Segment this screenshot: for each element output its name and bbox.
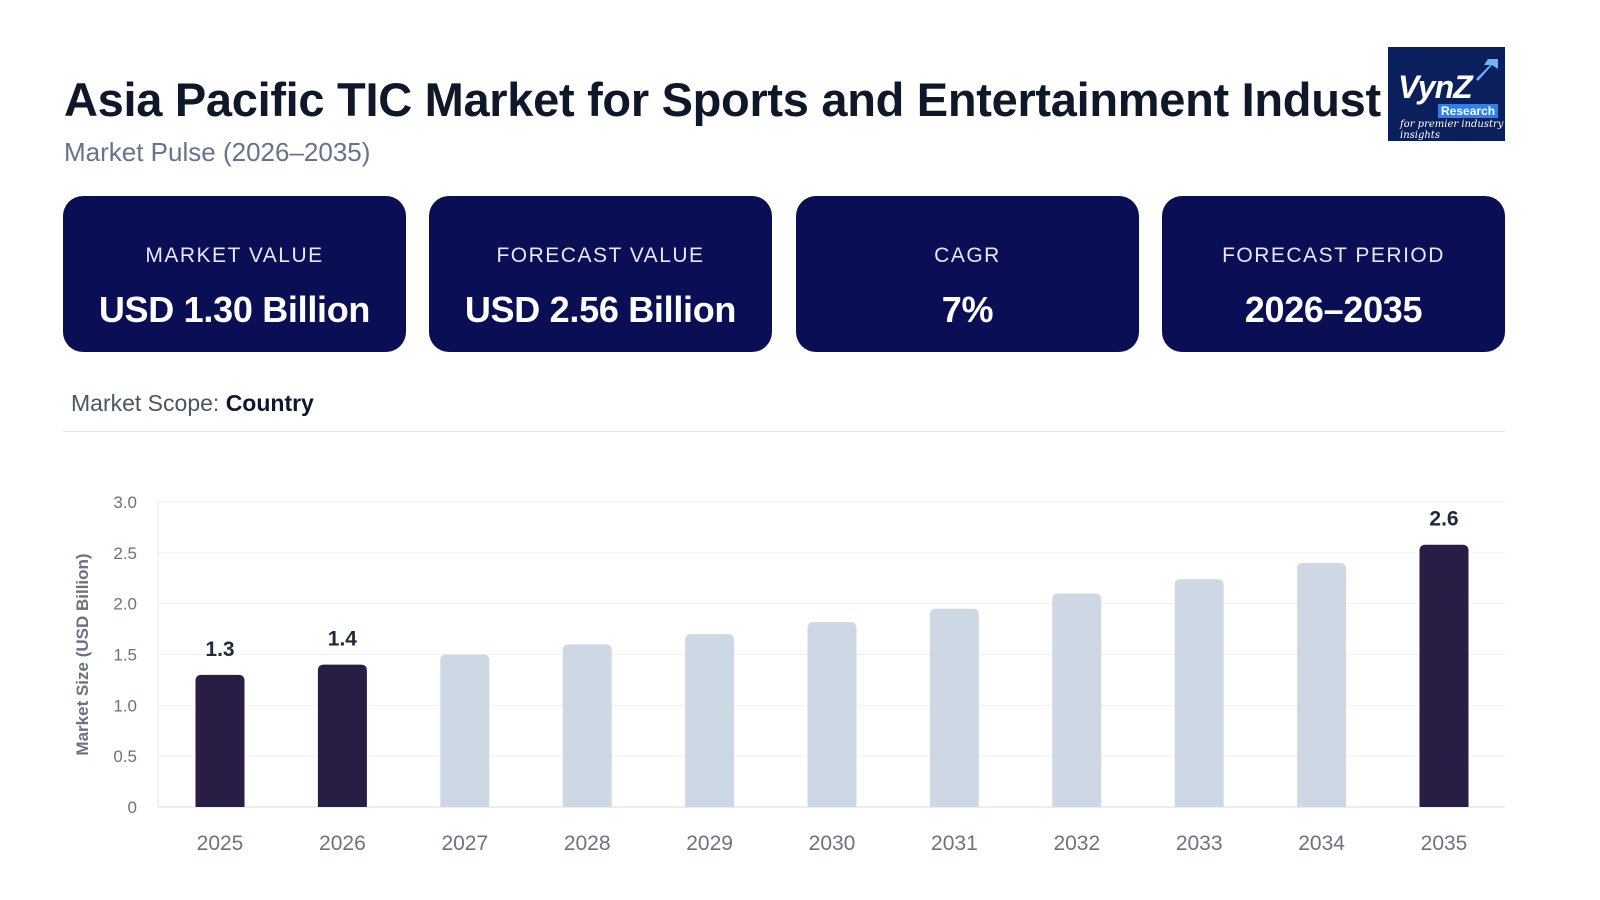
x-tick-label: 2027: [441, 832, 488, 855]
kpi-cards: MARKET VALUE USD 1.30 Billion FORECAST V…: [63, 196, 1505, 352]
market-value-card: MARKET VALUE USD 1.30 Billion: [63, 196, 406, 352]
logo-brand: VynZ: [1398, 69, 1473, 105]
card-value: USD 1.30 Billion: [98, 289, 371, 330]
cagr-card: CAGR 7%: [796, 196, 1139, 352]
logo-sub: Research: [1438, 104, 1499, 118]
x-tick-label: 2033: [1176, 832, 1223, 855]
card-value: 2026–2035: [1244, 289, 1423, 330]
x-tick-label: 2031: [931, 832, 978, 855]
bar-2031: [929, 608, 979, 807]
data-label: 1.4: [328, 628, 358, 651]
y-tick-label: 2.5: [113, 544, 137, 563]
bar-2026: [317, 664, 367, 807]
card-label: FORECAST VALUE: [496, 244, 705, 267]
card-label: CAGR: [934, 244, 1001, 267]
bar-2027: [440, 654, 490, 807]
x-tick-label: 2035: [1421, 832, 1468, 855]
market-size-bar-chart: 0 0.5 1.0 1.5 2.0 2.5 3.0 Market Size (USD Bill…: [73, 493, 1505, 855]
bar-2035: [1419, 544, 1469, 807]
scope-value: Country: [225, 390, 314, 416]
y-tick-label: 1.0: [113, 696, 137, 715]
vynz-logo: VynZ Research for premier industry insig…: [1388, 47, 1505, 141]
bar-2029: [685, 634, 735, 807]
x-tick-label: 2029: [686, 832, 733, 855]
x-tick-label: 2028: [564, 832, 611, 855]
x-tick-label: 2025: [197, 832, 244, 855]
x-tick-label: 2030: [809, 832, 856, 855]
divider: [63, 431, 1505, 432]
bar-2030: [807, 621, 857, 807]
x-tick-label: 2034: [1298, 832, 1345, 855]
bar-2025: [195, 674, 245, 807]
x-tick-label: 2032: [1053, 832, 1100, 855]
y-tick-label: 0: [128, 798, 137, 817]
y-tick-label: 1.5: [113, 646, 137, 665]
title-container: Asia Pacific TIC Market for Sports and E…: [64, 72, 1382, 128]
bar-2028: [562, 644, 612, 807]
bar-2034: [1297, 563, 1347, 807]
y-tick-label: 0.5: [113, 747, 137, 766]
page-subtitle: Market Pulse (2026–2035): [64, 137, 371, 167]
card-label: MARKET VALUE: [145, 244, 324, 267]
card-value: USD 2.56 Billion: [464, 289, 737, 330]
data-label: 2.6: [1429, 508, 1458, 531]
forecast-period-card: FORECAST PERIOD 2026–2035: [1162, 196, 1505, 352]
bar-2033: [1174, 579, 1224, 807]
forecast-value-card: FORECAST VALUE USD 2.56 Billion: [429, 196, 772, 352]
bar-2032: [1052, 593, 1102, 807]
logo-tagline: for premier industry insights: [1400, 119, 1504, 141]
card-value: 7%: [941, 289, 994, 330]
data-label: 1.3: [205, 638, 234, 661]
page-title: Asia Pacific TIC Market for Sports and E…: [64, 73, 1382, 126]
y-tick-label: 2.0: [113, 595, 137, 614]
x-tick-label: 2026: [319, 832, 366, 855]
y-tick-label: 3.0: [113, 493, 137, 512]
card-label: FORECAST PERIOD: [1222, 244, 1445, 267]
scope-label: Market Scope:: [71, 390, 220, 416]
market-scope: Market Scope: Country: [71, 390, 314, 417]
y-axis-label: Market Size (USD Billion): [73, 553, 92, 755]
logo-arrow-icon: [1476, 59, 1498, 81]
